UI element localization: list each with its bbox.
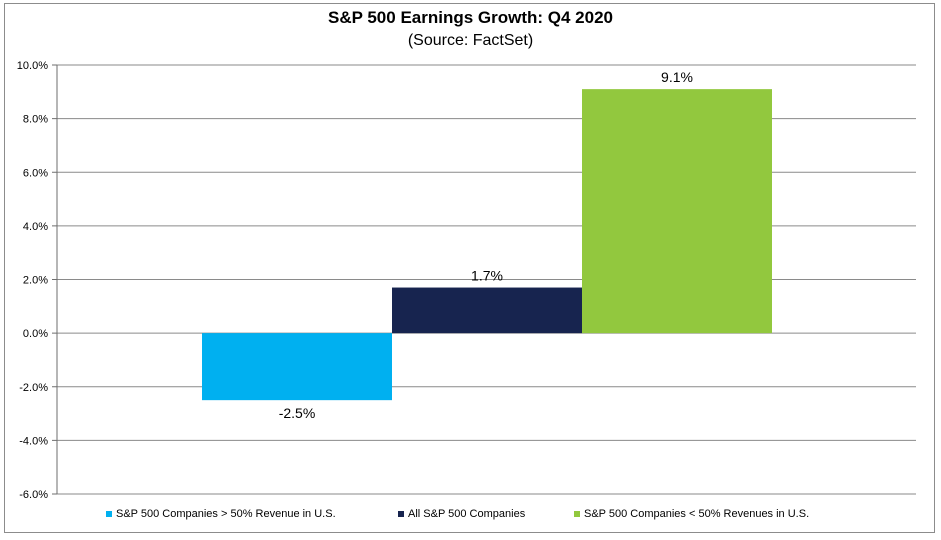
legend-swatch [398, 511, 404, 517]
legend-label: S&P 500 Companies < 50% Revenues in U.S. [584, 508, 810, 520]
legend-swatch [106, 511, 112, 517]
y-tick-label: 4.0% [23, 221, 48, 233]
data-labels: -2.5% 1.7% 9.1% [279, 69, 693, 421]
y-tick-label: 0.0% [23, 328, 48, 340]
data-label: 1.7% [471, 268, 503, 284]
data-label: 9.1% [661, 69, 693, 85]
legend-label: S&P 500 Companies > 50% Revenue in U.S. [116, 508, 336, 520]
chart-subtitle: (Source: FactSet) [407, 32, 534, 49]
chart-frame [4, 3, 935, 533]
y-tick-label: 10.0% [17, 60, 48, 72]
legend-item: S&P 500 Companies < 50% Revenues in U.S. [574, 508, 809, 520]
bar [582, 89, 772, 334]
y-tick-label: -6.0% [19, 489, 48, 501]
legend-label: All S&P 500 Companies [408, 508, 526, 520]
bars [202, 89, 772, 401]
y-tick-label: 8.0% [23, 114, 48, 126]
bar [392, 287, 582, 334]
y-tick-label: 6.0% [23, 167, 48, 179]
y-axis-ticks: 10.0% 8.0% 6.0% 4.0% 2.0% 0.0% -2.0% -4.0% -6.0% [17, 60, 57, 501]
data-label: -2.5% [279, 405, 316, 421]
y-tick-label: -4.0% [19, 435, 48, 447]
y-tick-label: -2.0% [19, 382, 48, 394]
legend-swatch [574, 511, 580, 517]
bar [202, 333, 392, 401]
legend-item: S&P 500 Companies > 50% Revenue in U.S. [106, 508, 336, 520]
y-tick-label: 2.0% [23, 275, 48, 287]
legend: S&P 500 Companies > 50% Revenue in U.S. A… [0, 508, 941, 524]
legend-item: All S&P 500 Companies [398, 508, 525, 520]
chart-title: S&P 500 Earnings Growth: Q4 2020 [327, 8, 613, 27]
